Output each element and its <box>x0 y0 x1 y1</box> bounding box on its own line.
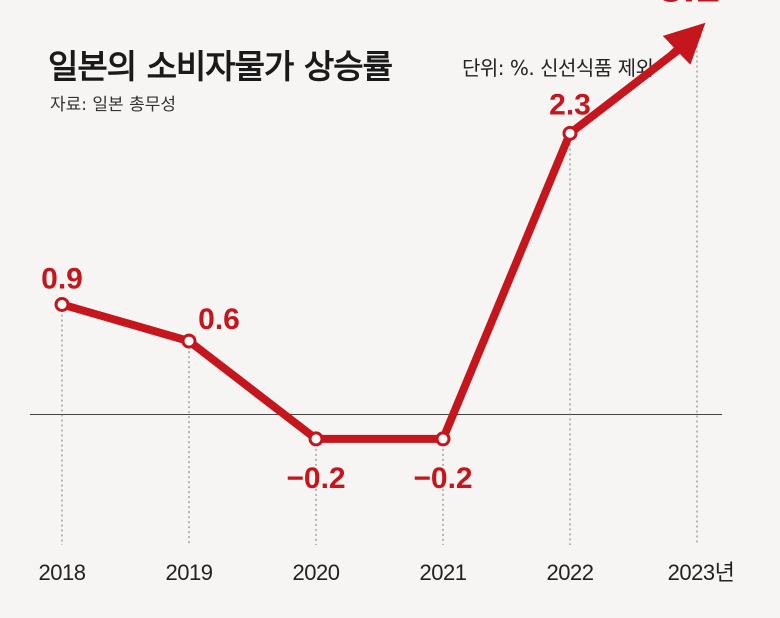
x-tick-2022: 2022 <box>547 560 594 585</box>
data-label-2021: −0.2 <box>413 462 472 495</box>
data-label-2018: 0.9 <box>41 262 83 295</box>
data-point-2018 <box>54 296 70 312</box>
x-tick-2019: 2019 <box>166 560 213 585</box>
x-axis-ticks: 2018 2019 2020 2021 2022 2023년 <box>39 560 735 585</box>
data-label-2022: 2.3 <box>549 88 591 121</box>
unit-note: 단위: %. 신선식품 제외 <box>462 56 654 80</box>
series-arrow <box>662 22 706 65</box>
x-tick-2020: 2020 <box>293 560 340 585</box>
source-note: 자료: 일본 총무성 <box>50 95 177 115</box>
x-tick-2021: 2021 <box>420 560 467 585</box>
data-point-2022 <box>562 125 578 141</box>
data-label-2023년: 3.1 <box>658 0 719 12</box>
x-tick-2018: 2018 <box>39 560 86 585</box>
data-point-2019 <box>181 333 197 349</box>
data-point-2020 <box>308 431 324 447</box>
chart-title: 일본의 소비자물가 상승률 <box>48 47 393 86</box>
data-points <box>54 125 578 447</box>
data-labels: 0.9 0.6 −0.2 −0.2 2.3 3.1 <box>41 0 719 495</box>
data-point-2021 <box>435 431 451 447</box>
data-label-2020: −0.2 <box>286 462 345 495</box>
series-line-group <box>58 22 706 443</box>
series-line <box>58 31 701 443</box>
data-label-2019: 0.6 <box>198 303 240 336</box>
x-tick-2023년: 2023년 <box>668 560 735 585</box>
guide-lines <box>61 35 698 545</box>
